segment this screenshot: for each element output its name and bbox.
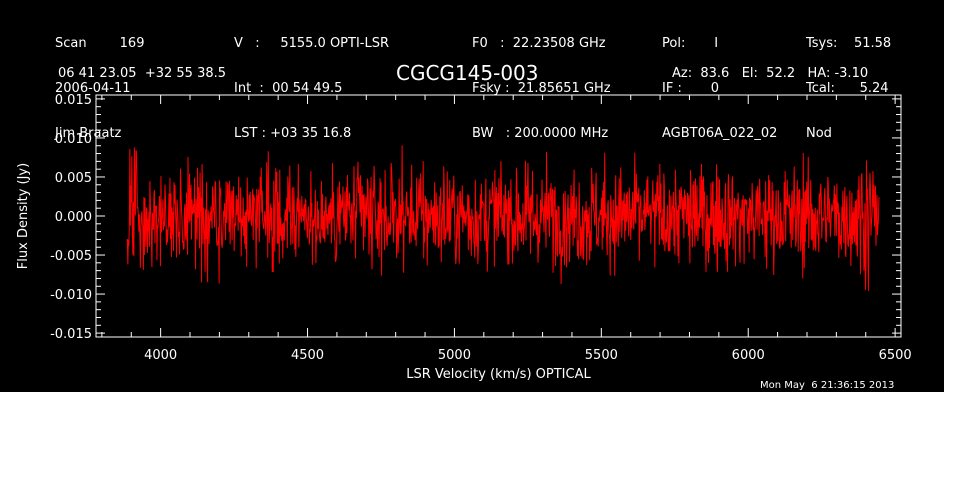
bandwidth-line: BW : 200.0000 MHz — [472, 126, 609, 141]
frequency-info: F0 : 22.23508 GHz Fsky : 21.85651 GHz BW… — [472, 6, 611, 171]
scan-number: Scan 169 — [55, 36, 145, 51]
x-tick-label: 4500 — [291, 348, 324, 363]
lst-line: LST : +03 35 16.8 — [234, 126, 352, 141]
spectrum-chart: 4000 4500 5000 5500 6000 6500 0.015 0.010 0.005 0… — [16, 93, 912, 382]
velocity-line: V : 5155.0 OPTI-LSR — [234, 36, 390, 51]
procedure-name: Nod — [806, 126, 832, 141]
plot-timestamp: Mon May 6 21:36:15 2013 — [760, 380, 895, 391]
tcal-line: Tcal: 5.24 — [806, 81, 889, 96]
sky-frequency-line: Fsky : 21.85651 GHz — [472, 81, 611, 96]
y-tick-label: 0.000 — [55, 210, 92, 225]
scan-date: 2006-04-11 — [55, 81, 131, 96]
y-tick-label: 0.005 — [55, 171, 92, 186]
if-line: IF : 0 — [662, 81, 720, 96]
tsys-line: Tsys: 51.58 — [806, 36, 892, 51]
x-tick-label: 4000 — [144, 348, 177, 363]
integration-line: Int : 00 54 49.5 — [234, 81, 343, 96]
y-tick-label: 0.015 — [55, 93, 92, 108]
y-tick-label: -0.005 — [50, 249, 92, 264]
y-axis-title: Flux Density (Jy) — [16, 163, 31, 269]
x-tick-label: 5000 — [438, 348, 471, 363]
observer-name: Jim Braatz — [55, 126, 122, 141]
x-axis-title: LSR Velocity (km/s) OPTICAL — [406, 367, 591, 382]
x-tick-label: 5500 — [585, 348, 618, 363]
pointing-info: Az: 83.6 El: 52.2 HA: -3.10 — [672, 66, 869, 81]
spectrum-line — [126, 145, 880, 292]
polarization-line: Pol: I — [662, 36, 719, 51]
y-tick-label: -0.015 — [50, 327, 92, 342]
source-coordinates: 06 41 23.05 +32 55 38.5 — [58, 66, 227, 81]
x-tick-label: 6000 — [732, 348, 765, 363]
rest-frequency-line: F0 : 22.23508 GHz — [472, 36, 606, 51]
scan-info: Scan 169 2006-04-11 Jim Braatz — [55, 6, 144, 171]
plot-panel: Scan 169 2006-04-11 Jim Braatz V : 5155.… — [0, 0, 944, 392]
project-id: AGBT06A_022_02 — [662, 126, 778, 141]
velocity-info: V : 5155.0 OPTI-LSR Int : 00 54 49.5 LST… — [234, 6, 389, 171]
x-tick-label: 6500 — [879, 348, 912, 363]
source-name: CGCG145-003 — [396, 61, 539, 85]
y-tick-label: 0.010 — [55, 132, 92, 147]
y-tick-label: -0.010 — [50, 288, 92, 303]
polarization-info: Pol: I IF : 0 AGBT06A_022_02 — [662, 6, 777, 171]
system-info: Tsys: 51.58 Tcal: 5.24 Nod — [806, 6, 891, 171]
